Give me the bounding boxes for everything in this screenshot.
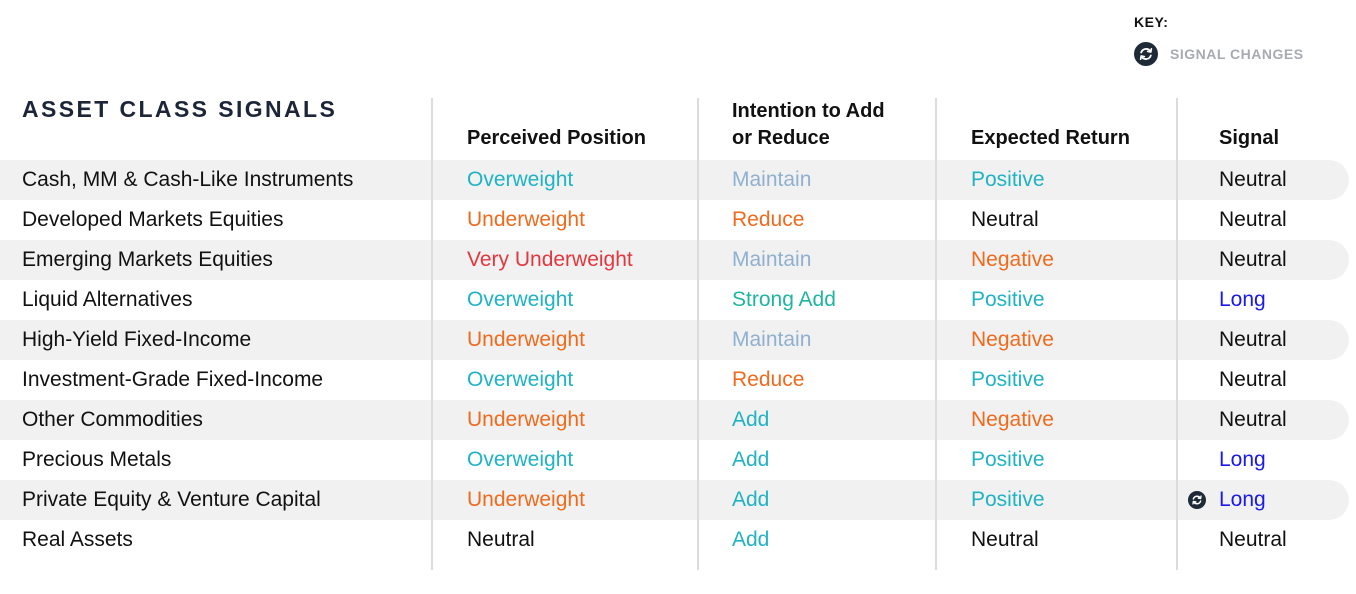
column-divider <box>697 98 699 570</box>
table-row: Cash, MM & Cash-Like Instruments Overweig… <box>0 160 1349 200</box>
header-expected-return: Expected Return <box>971 127 1130 149</box>
intention-value: Reduce <box>732 208 805 231</box>
intention-value: Strong Add <box>732 288 836 311</box>
table-row: Precious Metals Overweight Add Positive Long <box>0 440 1349 480</box>
perceived-position-value: Very Underweight <box>467 248 633 271</box>
intention-value: Reduce <box>732 368 805 391</box>
table-row: Private Equity & Venture Capital Underwei… <box>0 480 1349 520</box>
intention-value: Add <box>732 488 770 511</box>
header-intention-line2: or Reduce <box>732 127 830 149</box>
header-perceived-position: Perceived Position <box>467 127 646 149</box>
table-row: Other Commodities Underweight Add Negative N… <box>0 400 1349 440</box>
intention-value: Maintain <box>732 168 812 191</box>
asset-class-name: Developed Markets Equities <box>22 208 284 231</box>
key-label: SIGNAL CHANGES <box>1170 46 1304 62</box>
column-divider <box>431 98 433 570</box>
signal-value: Long <box>1219 288 1266 311</box>
column-divider <box>935 98 937 570</box>
expected-return-value: Positive <box>971 368 1045 391</box>
signal-value: Neutral <box>1219 328 1287 351</box>
perceived-position-value: Overweight <box>467 168 574 191</box>
signal-value: Neutral <box>1219 248 1287 271</box>
expected-return-value: Neutral <box>971 528 1039 551</box>
expected-return-value: Negative <box>971 328 1054 351</box>
signal-value: Long <box>1219 448 1266 471</box>
expected-return-value: Positive <box>971 488 1045 511</box>
perceived-position-value: Neutral <box>467 528 535 551</box>
expected-return-value: Positive <box>971 448 1045 471</box>
signal-value: Neutral <box>1219 168 1287 191</box>
signal-value: Long <box>1219 488 1266 511</box>
perceived-position-value: Underweight <box>467 328 585 351</box>
table-row: Real Assets Neutral Add Neutral Neutral <box>0 520 1349 560</box>
asset-class-name: High-Yield Fixed-Income <box>22 328 252 351</box>
signal-change-icon <box>1188 491 1206 509</box>
perceived-position-value: Underweight <box>467 208 585 231</box>
perceived-position-value: Overweight <box>467 288 574 311</box>
table-row: Investment-Grade Fixed-Income Overweight R… <box>0 360 1349 400</box>
intention-value: Maintain <box>732 248 812 271</box>
table-row: Emerging Markets Equities Very Underweigh… <box>0 240 1349 280</box>
asset-class-name: Precious Metals <box>22 448 172 471</box>
key-title: KEY: <box>1134 14 1169 30</box>
expected-return-value: Negative <box>971 248 1054 271</box>
header-signal: Signal <box>1219 127 1280 149</box>
expected-return-value: Negative <box>971 408 1054 431</box>
expected-return-value: Positive <box>971 288 1045 311</box>
header-intention-line1: Intention to Add <box>732 100 885 122</box>
expected-return-value: Neutral <box>971 208 1039 231</box>
page-title: ASSET CLASS SIGNALS <box>22 96 338 122</box>
perceived-position-value: Overweight <box>467 368 574 391</box>
intention-value: Add <box>732 448 770 471</box>
signal-value: Neutral <box>1219 528 1287 551</box>
asset-class-name: Liquid Alternatives <box>22 288 193 311</box>
asset-class-name: Emerging Markets Equities <box>22 248 273 271</box>
intention-value: Add <box>732 408 770 431</box>
table-row: Liquid Alternatives Overweight Strong Add P… <box>0 280 1349 320</box>
table-row: High-Yield Fixed-Income Underweight Mainta… <box>0 320 1349 360</box>
perceived-position-value: Underweight <box>467 488 585 511</box>
signal-value: Neutral <box>1219 208 1287 231</box>
asset-class-name: Private Equity & Venture Capital <box>22 488 321 511</box>
intention-value: Maintain <box>732 328 812 351</box>
perceived-position-value: Underweight <box>467 408 585 431</box>
signal-value: Neutral <box>1219 368 1287 391</box>
asset-class-name: Investment-Grade Fixed-Income <box>22 368 324 391</box>
asset-class-name: Real Assets <box>22 528 133 551</box>
key-legend: KEY: SIGNAL CHANGES <box>1134 14 1344 66</box>
key-row: SIGNAL CHANGES <box>1134 42 1344 66</box>
intention-value: Add <box>732 528 770 551</box>
column-divider <box>1176 98 1178 570</box>
asset-class-name: Cash, MM & Cash-Like Instruments <box>22 168 354 191</box>
signals-table: Cash, MM & Cash-Like Instruments Overweig… <box>0 160 1356 560</box>
expected-return-value: Positive <box>971 168 1045 191</box>
perceived-position-value: Overweight <box>467 448 574 471</box>
signal-change-icon <box>1134 42 1158 66</box>
table-row: Developed Markets Equities Underweight Red… <box>0 200 1349 240</box>
asset-class-name: Other Commodities <box>22 408 203 431</box>
signal-value: Neutral <box>1219 408 1287 431</box>
header-intention: Intention to Add or Reduce <box>732 98 885 152</box>
